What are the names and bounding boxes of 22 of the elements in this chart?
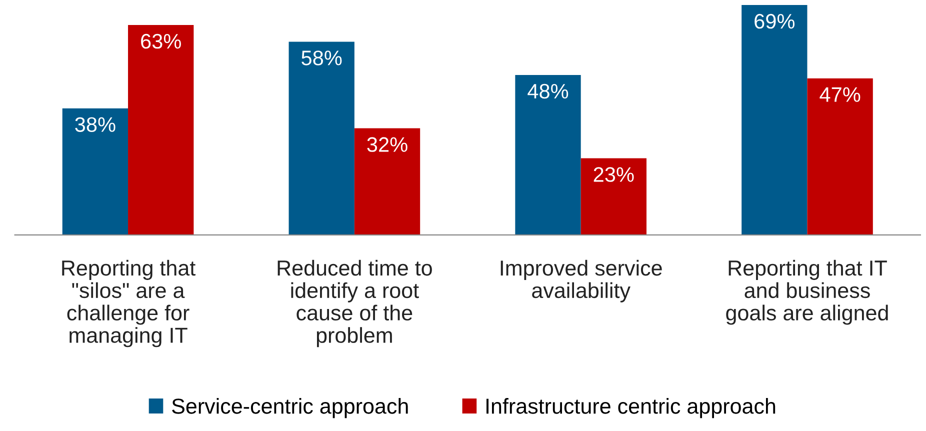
bar [742,5,808,235]
bar [354,128,420,235]
bar [62,108,128,235]
bar [807,78,873,235]
x-tick-label: Reporting that "silos" are a challenge for managing IT [62,260,196,348]
data-label: 32% [367,137,408,152]
x-tick-label: Improved service availability [500,260,662,302]
bar [128,25,194,235]
data-label: 63% [141,34,181,49]
data-label: 58% [302,50,342,66]
data-label: 23% [594,167,634,182]
x-tick-label: Reduced time to identify a root cause of the problem [278,260,432,348]
legend-label: Service-centric approach [172,398,408,418]
data-label: 48% [528,84,568,99]
data-label: 38% [75,117,116,132]
legend-label: Infrastructure centric approach [486,398,776,418]
data-label: 69% [754,14,795,29]
data-label: 47% [820,87,860,102]
x-tick-label: Reporting that IT and business goals are aligned [726,260,888,325]
bar [580,158,646,235]
bar [288,42,354,235]
bar [515,75,581,235]
